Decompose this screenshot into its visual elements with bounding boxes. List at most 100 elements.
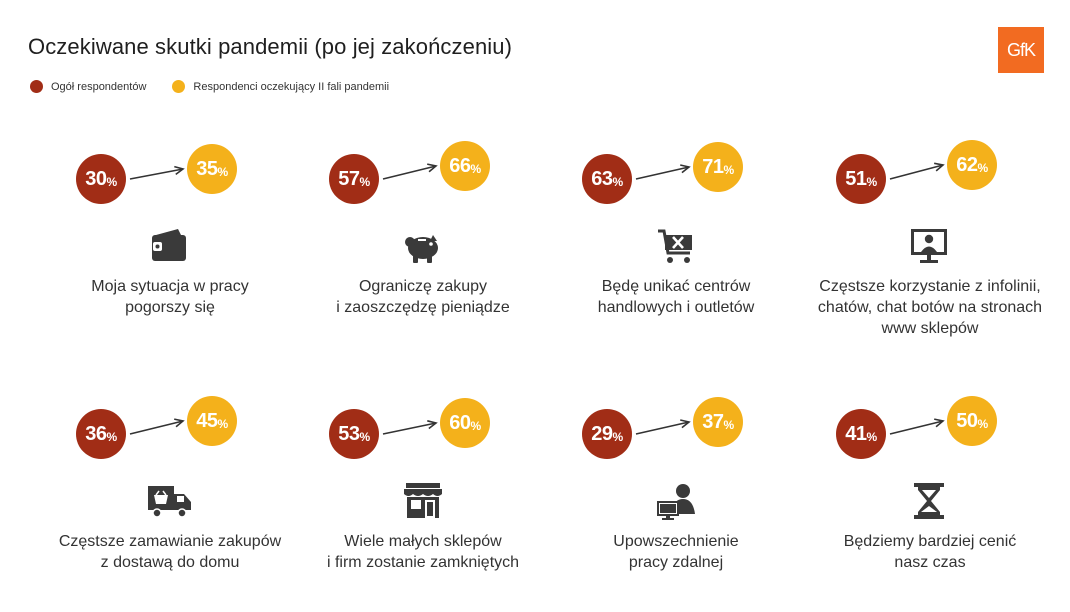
category-label-line: Ograniczę zakupy bbox=[358, 278, 488, 295]
category-label: Moja sytuacja w pracy pogorszy się bbox=[40, 276, 300, 318]
category-label-line: Moja sytuacja w pracy bbox=[91, 278, 249, 295]
bubble-all: 29% bbox=[582, 409, 632, 459]
category-label: Będziemy bardziej cenić nasz czas bbox=[800, 531, 1060, 573]
legend-label-all: Ogół respondentów bbox=[51, 80, 147, 93]
shopping-cart-x-icon bbox=[658, 229, 692, 263]
pct-sign: % bbox=[612, 174, 624, 189]
value-wave: 35 bbox=[196, 157, 218, 180]
category-label-line: www sklepów bbox=[881, 320, 979, 337]
bubble-wave: 71% bbox=[693, 142, 743, 192]
value-all: 57 bbox=[338, 167, 360, 190]
value-all: 41 bbox=[845, 422, 867, 445]
legend: Ogół respondentów Respondenci oczekujący… bbox=[30, 80, 415, 93]
category-label-line: Upowszechnienie bbox=[613, 533, 739, 550]
trend-arrow bbox=[382, 163, 438, 180]
page-title: Oczekiwane skutki pandemii (po jej zakoń… bbox=[28, 34, 513, 59]
value-wave: 37 bbox=[702, 410, 724, 433]
bubble-all: 51% bbox=[836, 154, 886, 204]
chart-panel: 36% 45% Częstsze zamawianie zakupów z dosta… bbox=[40, 380, 300, 612]
category-label-line: pogorszy się bbox=[125, 299, 215, 316]
trend-arrow bbox=[129, 165, 185, 180]
pct-sign: % bbox=[106, 174, 118, 189]
category-label-line: i zaoszczędzę pieniądze bbox=[336, 299, 510, 316]
pct-sign: % bbox=[866, 174, 878, 189]
category-label-line: Będziemy bardziej cenić bbox=[843, 533, 1017, 550]
category-label: Częstsze zamawianie zakupów z dostawą do … bbox=[40, 531, 300, 573]
chart-panel: 29% 37% Upowszechnienie pracy zdalnej bbox=[546, 380, 806, 612]
value-wave: 71 bbox=[702, 155, 724, 178]
pct-sign: % bbox=[866, 429, 878, 444]
bubble-wave: 37% bbox=[693, 397, 743, 447]
value-all: 51 bbox=[845, 167, 867, 190]
value-wave: 66 bbox=[449, 154, 471, 177]
bubble-wave: 50% bbox=[947, 396, 997, 446]
legend-item-all: Ogół respondentów bbox=[30, 80, 146, 93]
pct-sign: % bbox=[977, 416, 989, 431]
pct-sign: % bbox=[723, 162, 735, 177]
pct-sign: % bbox=[612, 429, 624, 444]
pct-sign: % bbox=[359, 429, 371, 444]
category-label-line: i firm zostanie zamkniętych bbox=[326, 554, 520, 571]
monitor-user-icon bbox=[911, 229, 947, 263]
category-label-line: pracy zdalnej bbox=[628, 554, 724, 571]
bubble-wave: 45% bbox=[187, 396, 237, 446]
trend-arrow bbox=[129, 418, 185, 435]
value-wave: 50 bbox=[956, 409, 978, 432]
trend-arrow bbox=[889, 418, 945, 435]
category-label: Częstsze korzystanie z infolinii, chatów,… bbox=[800, 276, 1060, 339]
category-label: Ograniczę zakupy i zaoszczędzę pieniądze bbox=[293, 276, 553, 318]
value-all: 63 bbox=[591, 167, 613, 190]
category-label-line: nasz czas bbox=[894, 554, 966, 571]
gfk-logo: GfK bbox=[998, 27, 1044, 73]
chart-panel: 41% 50% Będziemy bardziej cenić nasz czas bbox=[800, 380, 1060, 612]
chart-panel: 51% 62% Częstsze korzystanie z infolinii, c… bbox=[800, 125, 1060, 375]
legend-swatch-wave bbox=[172, 80, 186, 93]
category-label: Wiele małych sklepów i firm zostanie zamk… bbox=[293, 531, 553, 573]
category-label-line: z dostawą do domu bbox=[100, 554, 240, 571]
value-wave: 62 bbox=[956, 153, 978, 176]
hourglass-icon bbox=[914, 483, 944, 519]
pct-sign: % bbox=[217, 416, 229, 431]
chart-panel: 53% 60% Wiele małych sklepów i firm zostani… bbox=[293, 380, 553, 612]
value-all: 30 bbox=[85, 167, 107, 190]
chart-panel: 30% 35% Moja sytuacja w pracy pogorszy się bbox=[40, 125, 300, 375]
value-all: 36 bbox=[85, 422, 107, 445]
pct-sign: % bbox=[470, 418, 482, 433]
pct-sign: % bbox=[217, 164, 229, 179]
pct-sign: % bbox=[106, 429, 118, 444]
pct-sign: % bbox=[977, 160, 989, 175]
bubble-wave: 66% bbox=[440, 141, 490, 191]
category-label: Upowszechnienie pracy zdalnej bbox=[546, 531, 806, 573]
value-all: 53 bbox=[338, 422, 360, 445]
category-label-line: chatów, chat botów na stronach bbox=[817, 299, 1043, 316]
wallet-icon bbox=[152, 229, 186, 261]
category-label-line: Częstsze korzystanie z infolinii, bbox=[819, 278, 1041, 295]
bubble-wave: 35% bbox=[187, 144, 237, 194]
bubble-all: 36% bbox=[76, 409, 126, 459]
trend-arrow bbox=[635, 164, 691, 180]
legend-label-wave: Respondenci oczekujący II fali pandemii bbox=[193, 80, 390, 93]
piggy-bank-icon bbox=[405, 235, 438, 263]
delivery-truck-icon bbox=[148, 486, 191, 518]
category-label: Będę unikać centrów handlowych i outletów bbox=[546, 276, 806, 318]
pct-sign: % bbox=[359, 174, 371, 189]
category-label-line: Będę unikać centrów bbox=[601, 278, 751, 295]
chart-panel: 63% 71% Będę unikać centrów handlowych i ou… bbox=[546, 125, 806, 375]
value-all: 29 bbox=[591, 422, 613, 445]
pct-sign: % bbox=[470, 161, 482, 176]
category-label-line: Częstsze zamawianie zakupów bbox=[58, 533, 282, 550]
legend-item-wave: Respondenci oczekujący II fali pandemii bbox=[172, 80, 389, 93]
bubble-wave: 60% bbox=[440, 398, 490, 448]
bubble-all: 41% bbox=[836, 409, 886, 459]
trend-arrow bbox=[382, 420, 438, 435]
bubble-all: 63% bbox=[582, 154, 632, 204]
legend-swatch-all bbox=[30, 80, 43, 93]
category-label-line: Wiele małych sklepów bbox=[344, 533, 502, 550]
category-label-line: handlowych i outletów bbox=[597, 299, 755, 316]
remote-worker-icon bbox=[657, 484, 695, 520]
bubble-all: 57% bbox=[329, 154, 379, 204]
bubble-all: 30% bbox=[76, 154, 126, 204]
value-wave: 45 bbox=[196, 409, 218, 432]
bubble-wave: 62% bbox=[947, 140, 997, 190]
pct-sign: % bbox=[723, 417, 735, 432]
